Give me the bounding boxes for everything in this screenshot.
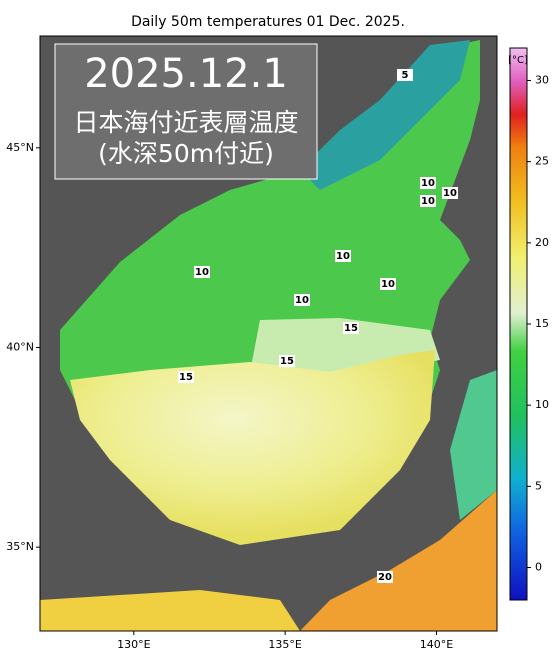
contour-label: 15 bbox=[179, 372, 193, 383]
contour-label-box bbox=[335, 250, 351, 262]
lon-tick-label: 135°E bbox=[268, 638, 301, 651]
overlay-subtitle: (水深50m付近) bbox=[98, 139, 274, 168]
contour-label-box bbox=[194, 266, 210, 278]
contour-label: 10 bbox=[195, 267, 209, 278]
contour-label-box bbox=[178, 371, 194, 383]
contour-label-box bbox=[397, 69, 413, 81]
sea-strait bbox=[40, 590, 300, 631]
contour-label: 10 bbox=[421, 178, 435, 189]
contour-label: 10 bbox=[336, 251, 350, 262]
colorbar-tick-label: 15 bbox=[535, 317, 549, 330]
overlay: 2025.12.1 日本海付近表層温度 (水深50m付近) bbox=[54, 43, 318, 180]
contour-label-box bbox=[420, 177, 436, 189]
lat-tick-label: 45°N bbox=[6, 141, 34, 154]
map-frame bbox=[39, 35, 498, 632]
contour-label: 15 bbox=[344, 323, 358, 334]
contour-label: 10 bbox=[421, 196, 435, 207]
sea-south bbox=[70, 350, 435, 545]
colorbar bbox=[509, 47, 528, 601]
contour-label-box bbox=[420, 195, 436, 207]
colorbar-unit: [°C] bbox=[508, 55, 528, 66]
sea-pacific-north bbox=[450, 370, 497, 520]
contour-label: 15 bbox=[280, 356, 294, 367]
overlay-date: 2025.12.1 bbox=[84, 51, 288, 97]
contour-label: 5 bbox=[402, 70, 409, 81]
colorbar-tick-label: 30 bbox=[535, 73, 549, 86]
contour-label: 10 bbox=[295, 295, 309, 306]
overlay-title: 日本海付近表層温度 bbox=[73, 108, 298, 137]
lat-tick-label: 35°N bbox=[6, 540, 34, 553]
contour-label-box bbox=[377, 571, 393, 583]
contour-label-box bbox=[380, 278, 396, 290]
colorbar-tick-label: 0 bbox=[535, 561, 542, 574]
contour-label: 10 bbox=[443, 188, 457, 199]
contour-label-box bbox=[294, 294, 310, 306]
colorbar-tick-label: 10 bbox=[535, 398, 549, 411]
contour-label: 20 bbox=[378, 572, 392, 583]
lon-tick-label: 140°E bbox=[420, 638, 453, 651]
title: Daily 50m temperatures 01 Dec. 2025. bbox=[131, 14, 405, 30]
contour-label-box bbox=[343, 322, 359, 334]
colorbar-tick-label: 25 bbox=[535, 155, 549, 168]
contour-label-box bbox=[279, 355, 295, 367]
lon-tick-label: 130°E bbox=[117, 638, 150, 651]
colorbar-tick-label: 20 bbox=[535, 236, 549, 249]
colorbar-tick-label: 5 bbox=[535, 479, 542, 492]
sea-pacific bbox=[300, 490, 497, 631]
lat-tick-label: 40°N bbox=[6, 340, 34, 353]
sea-north bbox=[300, 40, 470, 190]
contour-label: 10 bbox=[381, 279, 395, 290]
contour-label-box bbox=[442, 187, 458, 199]
overlay-box bbox=[54, 43, 318, 180]
